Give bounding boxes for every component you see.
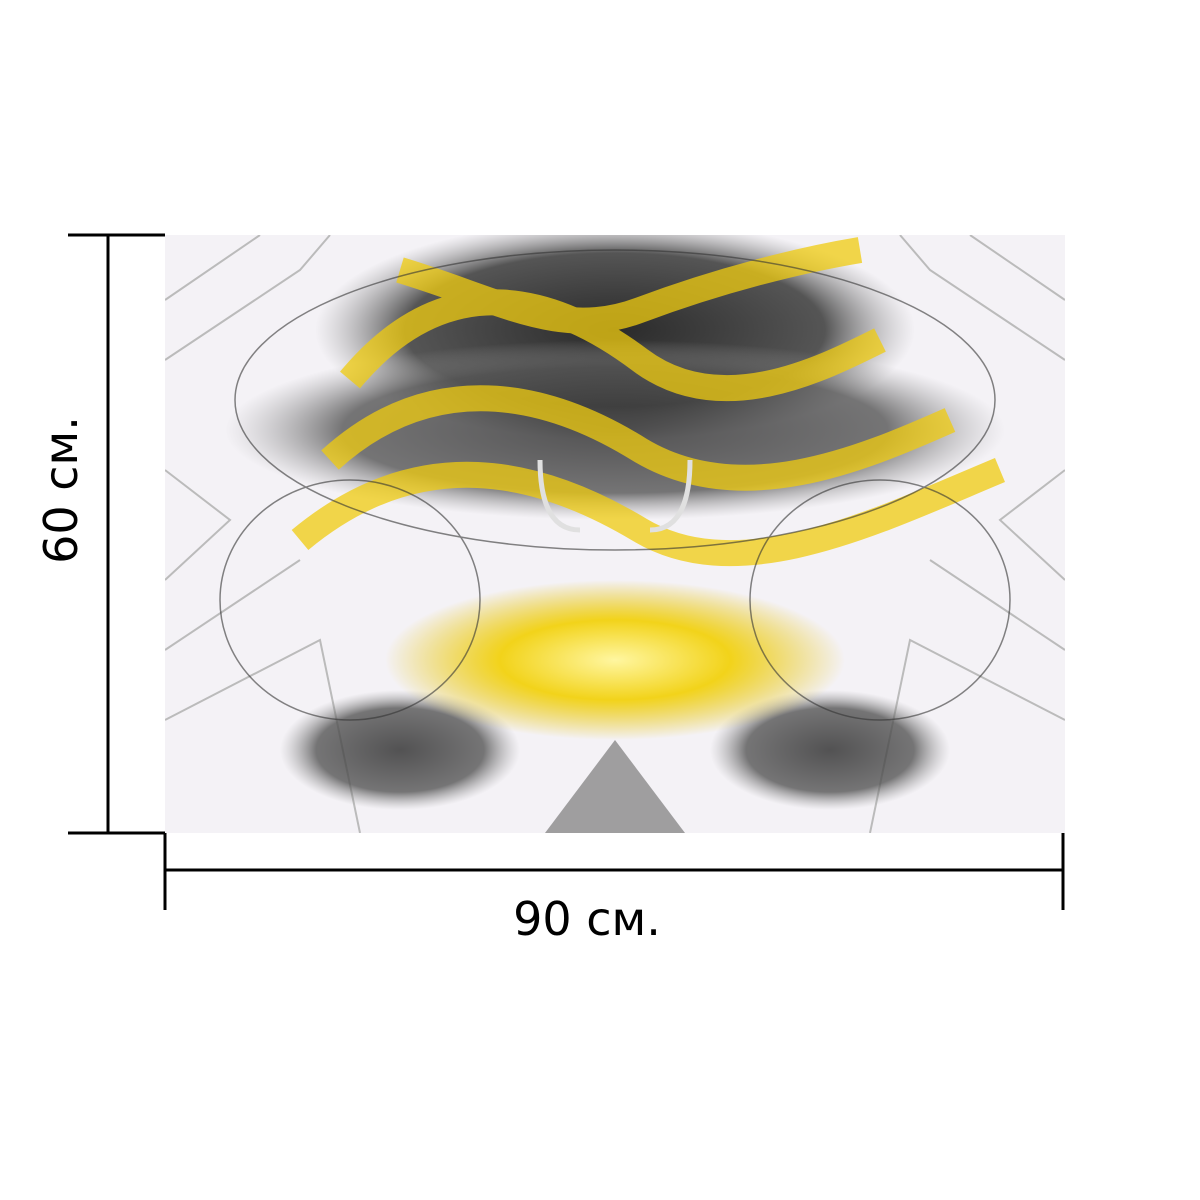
artwork [165,235,1065,833]
height-label: 60 см. [34,416,88,564]
dimension-lines [68,233,1065,910]
width-label: 90 см. [513,892,661,946]
